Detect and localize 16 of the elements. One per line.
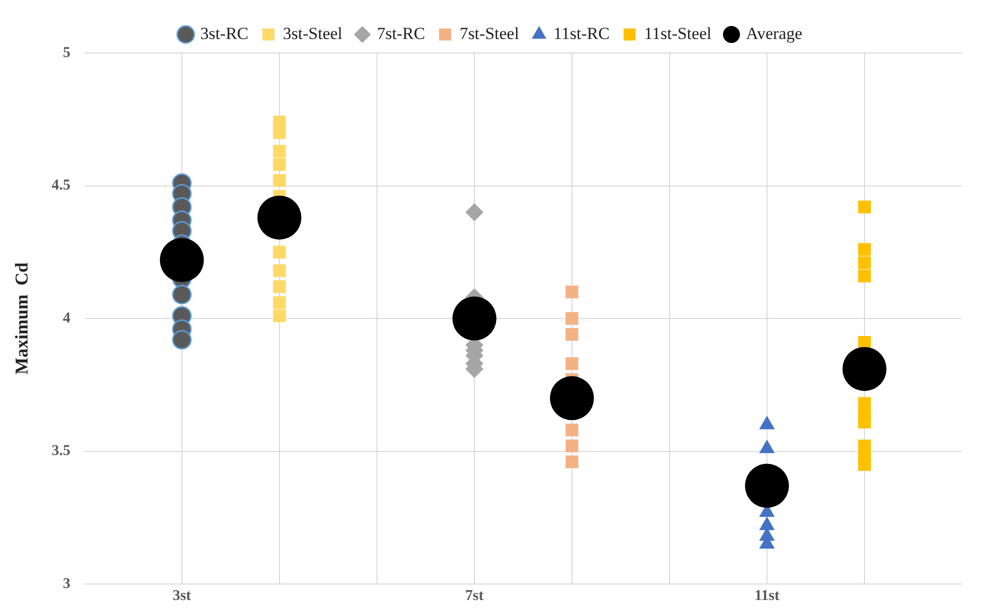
y-tick-label: 3.5 bbox=[52, 443, 70, 460]
y-tick-label: 5 bbox=[62, 44, 70, 61]
y-axis-title: Maximum Cd bbox=[11, 262, 32, 374]
legend-label: 7st-Steel bbox=[460, 24, 520, 43]
legend-label: 11st-RC bbox=[554, 24, 610, 43]
x-tick-label: 3st bbox=[172, 588, 192, 604]
y-tick-label: 3 bbox=[62, 576, 70, 592]
legend-label: 7st-RC bbox=[376, 24, 426, 43]
x-tick-label: 11st bbox=[754, 588, 780, 604]
legend-label: Average bbox=[746, 24, 802, 43]
legend-label: 3st-Steel bbox=[282, 24, 343, 43]
x-tick-label: 7st bbox=[465, 588, 484, 604]
legend-label: 3st-RC bbox=[200, 24, 248, 43]
y-tick-label: 4.5 bbox=[52, 178, 70, 194]
legend-label: 11st-Steel bbox=[644, 24, 712, 43]
y-tick-label: 4 bbox=[62, 310, 71, 326]
